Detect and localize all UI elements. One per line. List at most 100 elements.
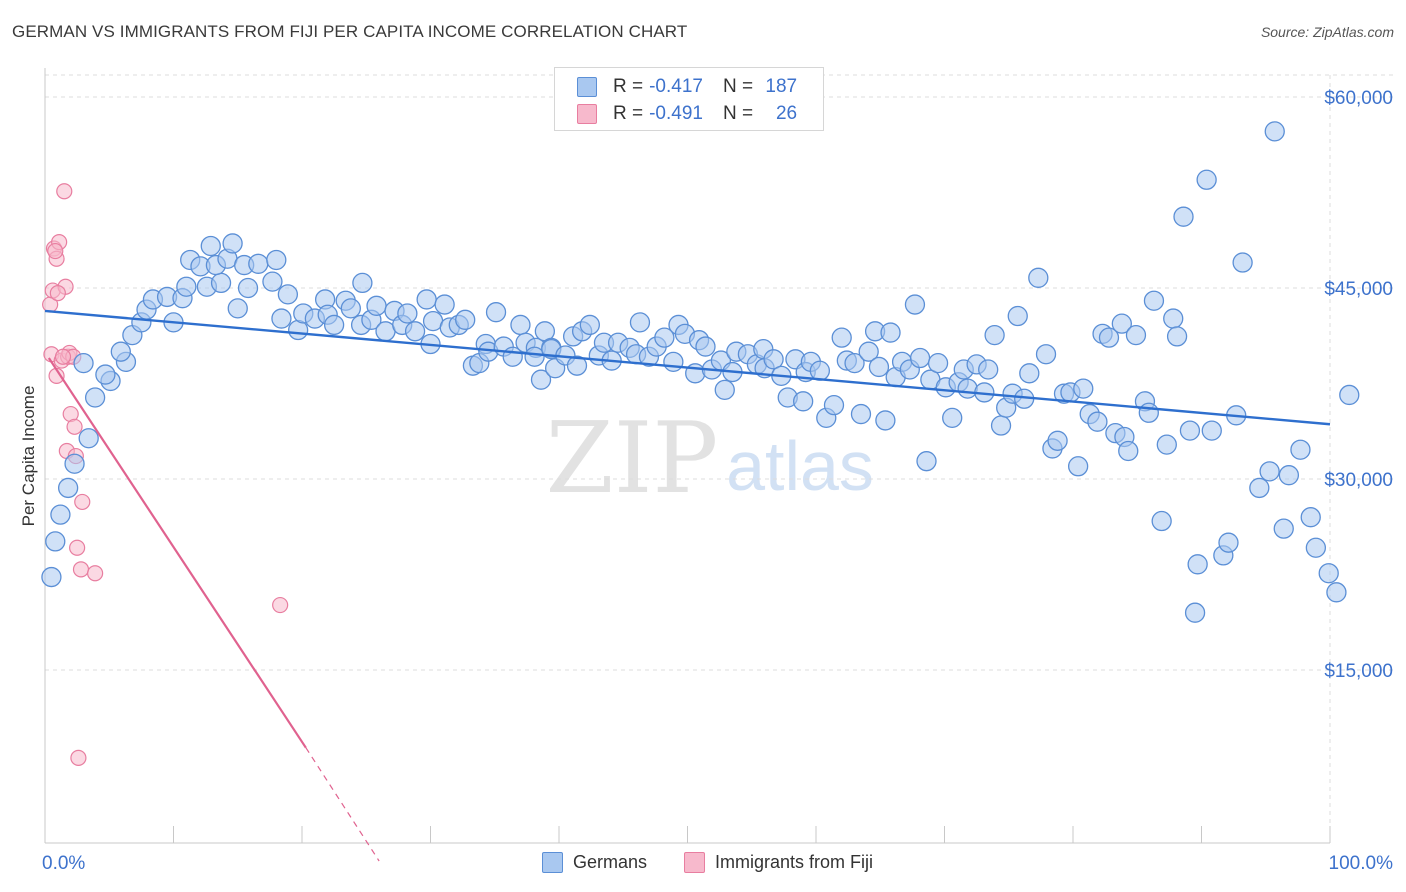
- german-point: [942, 407, 963, 429]
- fiji-trend-extension: [305, 747, 380, 862]
- fiji-trend-line: [47, 357, 307, 749]
- german-point: [1035, 344, 1057, 365]
- y-tick-label: $45,000: [1324, 279, 1393, 300]
- german-point: [654, 327, 675, 348]
- fiji-point: [49, 284, 66, 302]
- german-point: [1087, 411, 1108, 432]
- german-trend-line: [44, 309, 1331, 426]
- trend-lines: [44, 309, 1331, 862]
- german-point: [222, 233, 243, 254]
- german-point: [1339, 384, 1360, 406]
- german-point: [714, 379, 735, 401]
- german-point: [200, 235, 221, 257]
- german-point: [248, 253, 269, 274]
- german-point: [57, 477, 79, 499]
- german-point: [510, 314, 531, 336]
- legend-item-germans[interactable]: Germans: [542, 852, 647, 873]
- n-value: 26: [775, 103, 798, 124]
- german-point: [904, 294, 926, 315]
- chart-title: GERMAN VS IMMIGRANTS FROM FIJI PER CAPIT…: [12, 22, 688, 41]
- german-point: [990, 415, 1012, 436]
- series-legend: Germans Immigrants from Fiji: [0, 852, 1406, 876]
- german-point: [210, 272, 232, 294]
- german-point: [1273, 518, 1294, 539]
- german-point: [875, 410, 896, 431]
- fiji-point: [54, 348, 72, 365]
- german-point: [1318, 563, 1339, 584]
- n-value: 187: [765, 76, 798, 97]
- german-point: [64, 453, 85, 474]
- fiji-point: [74, 493, 91, 511]
- german-point: [524, 346, 545, 367]
- fiji-legend-swatch: [684, 852, 705, 873]
- german-point: [984, 324, 1005, 346]
- fiji-point: [272, 596, 289, 614]
- german-point: [566, 355, 588, 376]
- german-point: [850, 403, 872, 425]
- german-point: [266, 249, 287, 271]
- stats-row-fiji: R = -0.491 N = 26: [577, 102, 797, 126]
- german-point: [340, 298, 361, 319]
- watermark-zip: ZIP: [546, 402, 719, 516]
- german-point: [1166, 326, 1188, 347]
- y-tick-label: $60,000: [1324, 88, 1393, 109]
- german-point: [909, 347, 931, 369]
- german-point: [1118, 440, 1139, 462]
- axes: [44, 68, 1331, 844]
- german-point: [1179, 420, 1201, 441]
- german-point: [262, 271, 283, 292]
- x-tick-labels: 0.0% 100.0%: [42, 853, 1393, 874]
- r-value: -0.491: [649, 103, 703, 124]
- legend-label-germans: Germans: [573, 852, 648, 872]
- german-point: [1218, 532, 1239, 553]
- german-point: [978, 359, 999, 380]
- german-point: [1156, 434, 1177, 455]
- german-point: [95, 364, 116, 385]
- german-point: [45, 531, 66, 552]
- r-label: R =: [613, 103, 644, 124]
- legend-item-fiji[interactable]: Immigrants from Fiji: [684, 852, 873, 873]
- legend-label-fiji: Immigrants from Fiji: [715, 852, 874, 872]
- german-point: [858, 341, 879, 362]
- german-point: [73, 352, 94, 374]
- german-point: [41, 566, 62, 588]
- germans-swatch: [577, 77, 597, 97]
- german-point: [629, 312, 651, 333]
- german-point: [78, 428, 99, 449]
- german-point: [485, 302, 507, 323]
- german-point: [695, 336, 716, 357]
- german-point: [763, 349, 784, 370]
- german-point: [416, 289, 437, 310]
- fiji-points: [42, 183, 289, 766]
- watermark: ZIP atlas: [546, 402, 874, 516]
- stats-row-germans: R = -0.417 N = 187: [577, 75, 797, 99]
- german-point: [1326, 582, 1347, 603]
- german-point: [1201, 420, 1222, 441]
- fiji-point: [47, 242, 64, 260]
- german-point: [1300, 507, 1321, 528]
- german-point: [1163, 308, 1184, 329]
- german-point: [809, 360, 831, 381]
- german-point: [271, 308, 292, 329]
- german-point: [1111, 313, 1132, 334]
- source-credit: Source: ZipAtlas.com: [1260, 24, 1394, 40]
- x-tick-label: 0.0%: [42, 853, 85, 874]
- german-point: [868, 356, 890, 378]
- fiji-point: [56, 183, 73, 200]
- german-point: [1138, 402, 1159, 423]
- germans-legend-swatch: [542, 852, 563, 873]
- german-point: [1073, 378, 1094, 399]
- german-point: [397, 303, 418, 324]
- y-tick-labels: $15,000 $30,000 $45,000 $60,000: [1324, 88, 1393, 682]
- german-point: [352, 272, 373, 294]
- watermark-atlas: atlas: [726, 427, 874, 505]
- german-point: [110, 341, 131, 362]
- german-point: [1196, 169, 1217, 190]
- german-point: [404, 321, 426, 342]
- n-label: N =: [722, 76, 754, 97]
- german-point: [823, 394, 845, 416]
- german-point: [530, 369, 552, 390]
- german-point: [1249, 477, 1270, 499]
- german-point: [1019, 363, 1040, 384]
- german-points: [41, 121, 1360, 623]
